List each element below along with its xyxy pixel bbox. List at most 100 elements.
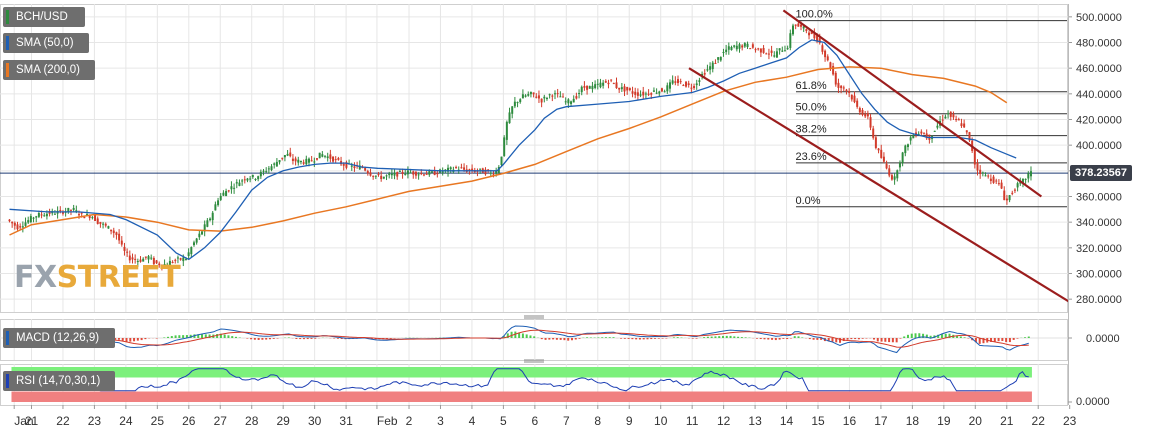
candle-body xyxy=(104,223,107,226)
candle-body xyxy=(1027,173,1030,179)
macd-label[interactable]: MACD (12,26,9) xyxy=(3,328,115,348)
price-tick-label: 320.0000 xyxy=(1076,243,1122,255)
candle-body xyxy=(914,132,917,135)
candle-body xyxy=(187,252,190,256)
time-tick-label: 2 xyxy=(406,414,413,428)
candle-body xyxy=(160,264,163,267)
candle-body xyxy=(112,230,115,234)
candle-body xyxy=(874,137,877,148)
candle-body xyxy=(995,180,998,182)
candle-body xyxy=(332,156,335,162)
candle-body xyxy=(703,73,706,75)
legend-sma200[interactable]: SMA (200,0) xyxy=(3,60,95,80)
price-tick-label: 500.0000 xyxy=(1076,12,1122,24)
candle-body xyxy=(337,158,340,160)
candle-body xyxy=(976,162,979,171)
candle-body xyxy=(163,264,166,266)
candle-body xyxy=(385,175,388,177)
candle-body xyxy=(842,87,845,89)
candle-body xyxy=(1016,183,1019,188)
candle-body xyxy=(372,175,375,177)
candle-body xyxy=(495,171,498,174)
candle-body xyxy=(586,85,589,90)
candle-body xyxy=(203,224,206,232)
candle-body xyxy=(540,98,543,103)
candle-body xyxy=(59,209,62,211)
candle-body xyxy=(83,217,86,219)
candle-body xyxy=(463,167,466,170)
candle-body xyxy=(45,213,48,217)
candle-body xyxy=(524,95,527,97)
candle-body xyxy=(808,32,811,36)
time-tick-label: 31 xyxy=(339,414,353,428)
candle-body xyxy=(725,49,728,52)
candle-body xyxy=(412,171,415,175)
candle-body xyxy=(615,82,618,89)
candle-body xyxy=(388,173,391,176)
candle-body xyxy=(759,48,762,53)
candle-body xyxy=(775,51,778,58)
candle-body xyxy=(660,88,663,92)
candle-body xyxy=(612,83,615,85)
candle-body xyxy=(254,178,257,180)
candle-body xyxy=(409,172,412,174)
candle-body xyxy=(511,106,514,114)
candle-body xyxy=(567,99,570,104)
candle-body xyxy=(634,91,637,95)
candle-body xyxy=(310,160,313,162)
candle-body xyxy=(551,95,554,97)
time-tick-label: 4 xyxy=(469,414,476,428)
candle-body xyxy=(816,35,819,42)
candle-body xyxy=(639,94,642,96)
fibonacci-level-label: 100.0% xyxy=(795,9,833,21)
candle-body xyxy=(762,47,765,53)
candle-body xyxy=(866,113,869,117)
candle-body xyxy=(179,258,182,260)
candle-body xyxy=(880,149,883,158)
candle-body xyxy=(88,215,91,219)
legend-pair[interactable]: BCH/USD xyxy=(3,7,85,27)
candle-body xyxy=(805,29,808,31)
candle-body xyxy=(821,45,824,52)
candle-body xyxy=(235,182,238,184)
candle-body xyxy=(666,85,669,92)
candle-body xyxy=(949,111,952,117)
candle-body xyxy=(217,200,220,206)
macd-signal-line xyxy=(9,329,1029,348)
candle-body xyxy=(230,186,233,190)
candle-body xyxy=(134,258,137,260)
candle-body xyxy=(43,215,46,217)
candle-body xyxy=(987,175,990,177)
rsi-oversold-zone xyxy=(11,391,1032,402)
candle-body xyxy=(265,171,268,173)
candle-body xyxy=(826,56,829,61)
candle-body xyxy=(789,33,792,48)
time-tick-label: 3 xyxy=(437,414,444,428)
price-tick-label: 420.0000 xyxy=(1076,115,1122,127)
candle-body xyxy=(182,257,185,262)
candle-body xyxy=(516,102,519,104)
legend-sma50[interactable]: SMA (50,0) xyxy=(3,33,89,53)
rsi-label[interactable]: RSI (14,70,30,1) xyxy=(3,371,115,391)
candle-body xyxy=(222,192,225,196)
candle-body xyxy=(174,259,177,261)
candle-body xyxy=(588,86,591,89)
candle-body xyxy=(853,95,856,103)
candle-body xyxy=(91,217,94,219)
candle-body xyxy=(489,172,492,174)
candle-body xyxy=(730,46,733,51)
candle-body xyxy=(126,251,129,253)
candle-body xyxy=(591,85,594,90)
fibonacci-level-label: 61.8% xyxy=(795,80,826,92)
candle-body xyxy=(773,55,776,57)
candle-body xyxy=(176,257,179,259)
candle-body xyxy=(717,57,720,60)
time-tick-label: 23 xyxy=(1063,414,1077,428)
candle-body xyxy=(267,168,270,170)
candle-body xyxy=(420,173,423,175)
time-tick-label: 16 xyxy=(843,414,857,428)
fxstreet-watermark: FXSTREET xyxy=(14,260,181,295)
candle-body xyxy=(965,130,968,133)
